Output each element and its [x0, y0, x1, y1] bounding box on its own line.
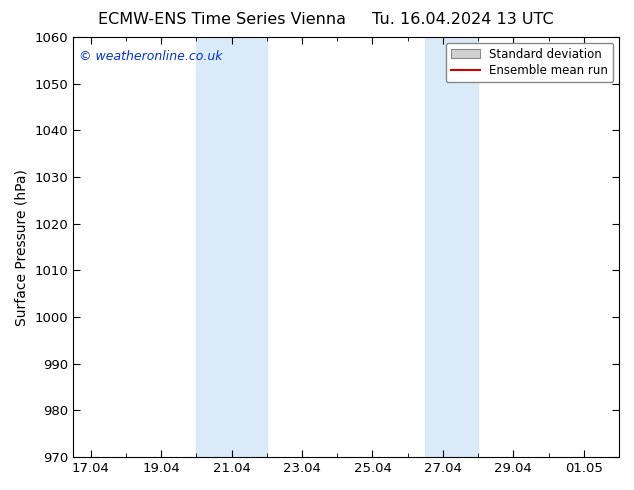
Legend: Standard deviation, Ensemble mean run: Standard deviation, Ensemble mean run [446, 43, 613, 82]
Bar [197, 37, 267, 457]
Text: ECMW-ENS Time Series Vienna: ECMW-ENS Time Series Vienna [98, 12, 346, 27]
Text: Tu. 16.04.2024 13 UTC: Tu. 16.04.2024 13 UTC [372, 12, 553, 27]
Bar [425, 37, 478, 457]
Y-axis label: Surface Pressure (hPa): Surface Pressure (hPa) [15, 169, 29, 325]
Text: © weatheronline.co.uk: © weatheronline.co.uk [79, 50, 222, 63]
